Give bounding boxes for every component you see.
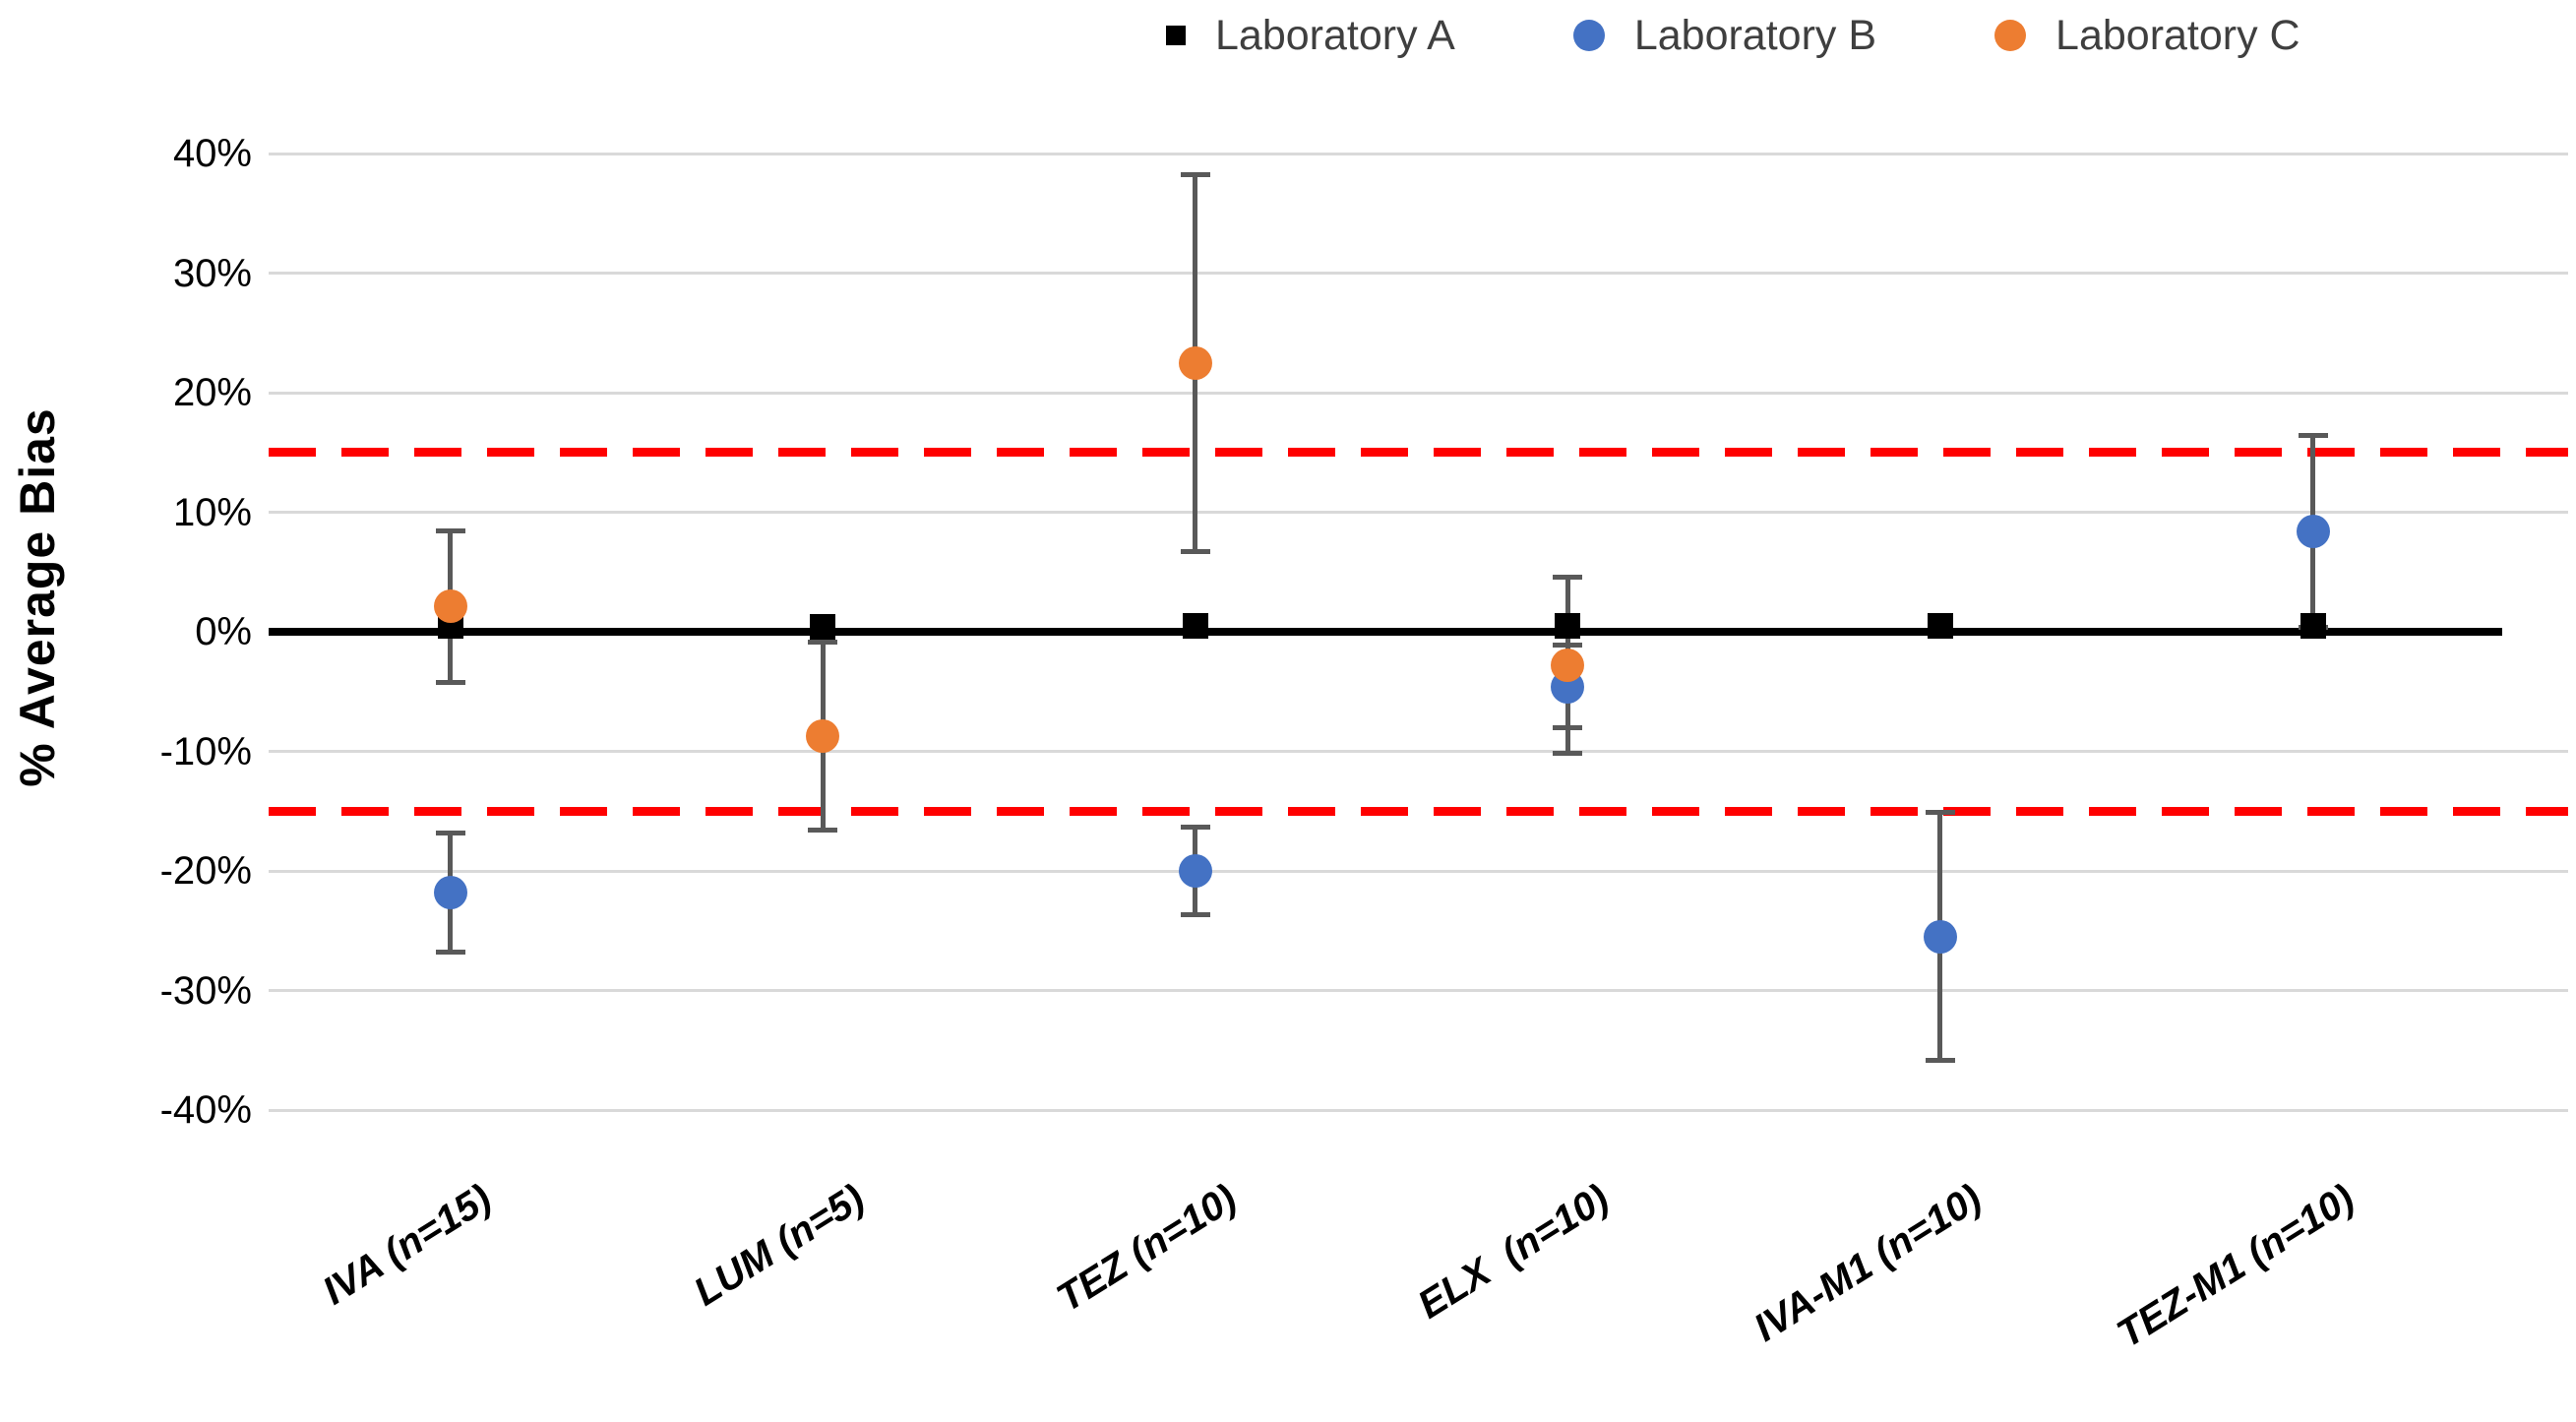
data-point-laboratory-b — [2296, 514, 2330, 548]
x-category-label: TEZ (n=10) — [1049, 1176, 1245, 1321]
y-tick-label: 30% — [172, 251, 252, 295]
x-category-label: ELX (n=10) — [1411, 1176, 1618, 1328]
error-bar-cap-top — [1180, 171, 1210, 177]
error-bar-cap-top — [1925, 810, 1955, 816]
data-point-laboratory-a — [1182, 612, 1208, 639]
data-point-laboratory-b — [433, 875, 467, 909]
upper-spec-limit-line — [269, 448, 2568, 458]
data-point-laboratory-b — [1178, 854, 1212, 888]
x-category-label: IVA-M1 (n=10) — [1747, 1176, 1990, 1350]
error-bar-cap-bottom — [1180, 548, 1210, 554]
data-point-laboratory-a — [1927, 612, 1953, 639]
data-point-laboratory-a — [2300, 612, 2326, 639]
data-point-laboratory-c — [806, 718, 840, 753]
gridline-20 — [269, 391, 2568, 395]
error-bar-cap-top — [808, 639, 838, 645]
circle-marker-icon — [1572, 20, 1605, 51]
y-tick-label: -10% — [159, 729, 252, 773]
y-tick-label: 10% — [172, 490, 252, 534]
square-marker-icon — [1166, 26, 1186, 45]
lower-spec-limit-line — [269, 806, 2568, 816]
gridline--20 — [269, 869, 2568, 873]
data-point-laboratory-a — [1555, 612, 1581, 639]
error-bar-cap-top — [1553, 575, 1583, 581]
gridline--30 — [269, 989, 2568, 992]
legend-label: Laboratory C — [2055, 12, 2300, 59]
error-bar-cap-top — [435, 527, 465, 533]
y-tick-label: 40% — [172, 132, 252, 175]
zero-bias-line — [269, 628, 2502, 636]
legend-item-laboratory-b: Laboratory B — [1572, 6, 1877, 65]
error-bar-cap-top — [2298, 432, 2328, 438]
gridline-30 — [269, 272, 2568, 275]
error-bar-cap-bottom — [1180, 911, 1210, 917]
circle-marker-icon — [1994, 20, 2027, 51]
x-category-label: TEZ-M1 (n=10) — [2110, 1176, 2362, 1357]
y-tick-label: -20% — [159, 849, 252, 893]
data-point-laboratory-b — [1923, 919, 1957, 954]
y-tick-label: 0% — [195, 610, 252, 653]
legend-item-laboratory-c: Laboratory C — [1994, 6, 2300, 65]
legend-item-laboratory-a: Laboratory A — [1166, 6, 1455, 65]
error-bar-cap-top — [435, 831, 465, 836]
y-tick-label: -40% — [159, 1088, 252, 1132]
y-tick-label: 20% — [172, 371, 252, 414]
data-point-laboratory-c — [1178, 345, 1212, 380]
data-point-laboratory-c — [1551, 649, 1585, 683]
error-bar-cap-bottom — [808, 827, 838, 833]
y-tick-label: -30% — [159, 968, 252, 1013]
legend-label: Laboratory B — [1633, 12, 1877, 59]
data-point-laboratory-c — [433, 589, 467, 624]
error-bar-cap-bottom — [435, 680, 465, 686]
error-bar-cap-top — [1180, 825, 1210, 831]
error-bar-cap-bottom — [1925, 1058, 1955, 1064]
x-category-label: IVA (n=15) — [315, 1176, 500, 1314]
legend: Laboratory A Laboratory B Laboratory C — [1166, 6, 2300, 65]
data-point-laboratory-a — [810, 614, 836, 641]
error-bar-cap-bottom — [1553, 750, 1583, 756]
legend-label: Laboratory A — [1215, 12, 1455, 59]
gridline--10 — [269, 750, 2568, 753]
x-category-label: LUM (n=5) — [686, 1176, 872, 1315]
gridline-40 — [269, 152, 2568, 155]
error-bar-cap-bottom — [435, 949, 465, 955]
gridline-10 — [269, 511, 2568, 514]
gridline--40 — [269, 1108, 2568, 1112]
